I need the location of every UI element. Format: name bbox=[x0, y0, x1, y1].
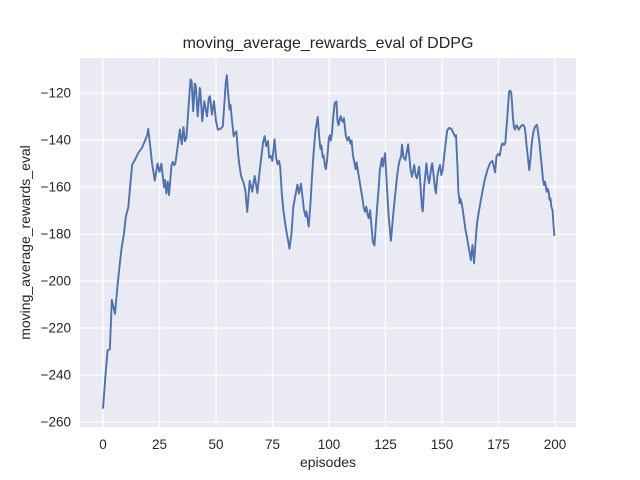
y-tick-label: −200 bbox=[41, 274, 71, 289]
y-tick-label: −160 bbox=[41, 180, 71, 195]
plot-area bbox=[80, 58, 576, 427]
gridlines bbox=[80, 58, 576, 427]
data-series bbox=[102, 74, 556, 409]
y-tick-label: −220 bbox=[41, 321, 71, 336]
y-axis-label: moving_average_rewards_eval bbox=[17, 145, 33, 340]
y-tick-labels: −120 −140 −160 −180 −200 −220 −240 −260 bbox=[41, 86, 71, 430]
x-tick-label: 175 bbox=[487, 437, 510, 452]
x-tick-label: 200 bbox=[544, 437, 567, 452]
series-line bbox=[102, 74, 556, 409]
x-tick-label: 25 bbox=[152, 437, 167, 452]
x-tick-label: 100 bbox=[318, 437, 341, 452]
chart-title: moving_average_rewards_eval of DDPG bbox=[183, 35, 474, 52]
y-tick-label: −240 bbox=[41, 368, 71, 383]
y-tick-label: −260 bbox=[41, 415, 71, 430]
x-tick-label: 50 bbox=[209, 437, 224, 452]
y-tick-label: −120 bbox=[41, 86, 71, 101]
x-axis-label: episodes bbox=[300, 454, 356, 470]
x-tick-label: 125 bbox=[374, 437, 397, 452]
y-tick-label: −180 bbox=[41, 227, 71, 242]
y-tick-label: −140 bbox=[41, 133, 71, 148]
x-tick-label: 75 bbox=[265, 437, 280, 452]
x-tick-label: 0 bbox=[99, 437, 107, 452]
x-tick-labels: 0 25 50 75 100 125 150 175 200 bbox=[99, 437, 566, 452]
x-tick-label: 150 bbox=[431, 437, 454, 452]
